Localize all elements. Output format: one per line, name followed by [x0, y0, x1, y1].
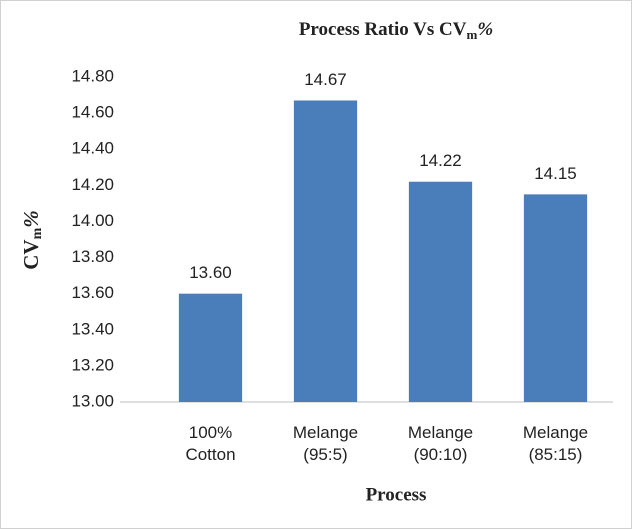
y-tick-label: 13.40 — [71, 319, 114, 338]
y-tick-label: 14.80 — [71, 66, 114, 85]
x-tick-label: 100% Cotton — [185, 423, 236, 464]
x-axis-title: Process — [366, 484, 427, 505]
y-tick-label: 14.20 — [71, 175, 114, 194]
bar — [523, 194, 588, 402]
data-label: 14.22 — [419, 151, 462, 170]
title-main: Process Ratio Vs CV — [299, 19, 467, 40]
bar — [408, 181, 473, 402]
data-label: 14.67 — [304, 70, 347, 89]
data-label: 14.15 — [534, 164, 577, 183]
y-tick-label: 13.20 — [71, 355, 114, 374]
y-tick-label: 13.00 — [71, 391, 114, 410]
y-tick-label: 14.40 — [71, 139, 114, 158]
y-tick-label: 13.80 — [71, 247, 114, 266]
ylabel-suffix: % — [19, 210, 43, 228]
y-tick-label: 13.60 — [71, 283, 114, 302]
y-tick-label: 14.00 — [71, 211, 114, 230]
data-label: 13.60 — [189, 263, 232, 282]
bar — [178, 293, 243, 402]
ylabel-main: CV — [19, 239, 43, 269]
y-tick-label: 14.60 — [71, 103, 114, 122]
x-tick-label: Melange (85:15) — [522, 423, 589, 464]
title-suffix: % — [477, 19, 493, 40]
chart-title: Process Ratio Vs CVm% — [299, 19, 493, 42]
title-sub: m — [466, 27, 477, 42]
x-tick-label: Melange (90:10) — [407, 423, 474, 464]
ylabel-sub: m — [30, 227, 45, 239]
bar — [293, 100, 358, 402]
y-axis-title: CVm% — [19, 210, 45, 270]
x-tick-label: Melange (95:5) — [292, 423, 359, 464]
